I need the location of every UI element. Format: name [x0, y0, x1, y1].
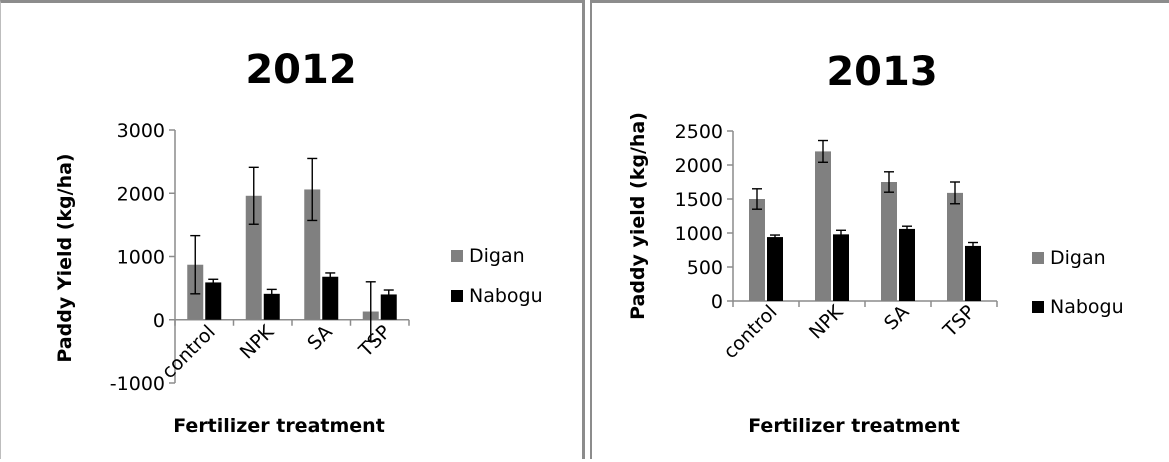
- y-tick-label: 2000: [117, 183, 165, 205]
- error-bar: [884, 171, 894, 193]
- error-bar: [266, 288, 277, 299]
- bar-digan-sa: [881, 182, 897, 301]
- error-bar: [968, 241, 978, 251]
- error-bar: [190, 234, 201, 295]
- error-bar: [208, 278, 219, 287]
- x-tick-label: control: [719, 301, 781, 363]
- y-tick-label: 2000: [675, 155, 723, 177]
- bar-nabogu-sa: [899, 228, 915, 301]
- y-tick-label: 0: [711, 291, 723, 313]
- error-bar: [902, 225, 912, 233]
- x-tick-label: TSP: [938, 301, 979, 342]
- y-tick-label: 3000: [117, 120, 165, 142]
- x-tick-label: NPK: [236, 321, 279, 364]
- bar-nabogu-sa: [322, 276, 339, 320]
- y-tick-label: -1000: [110, 373, 165, 395]
- legend-swatch-nabogu: [1032, 301, 1044, 313]
- chart-title: 2013: [826, 49, 937, 95]
- y-tick-label: 1000: [117, 247, 165, 269]
- error-bar: [752, 188, 762, 210]
- bar-digan-tsp: [947, 192, 963, 301]
- error-bar: [836, 229, 846, 240]
- bar-nabogu-control: [767, 237, 783, 301]
- legend-label-digan: Digan: [469, 245, 525, 267]
- bar-nabogu-npk: [833, 234, 849, 301]
- x-tick-label: control: [158, 321, 220, 383]
- x-tick-label: NPK: [805, 301, 848, 344]
- bar-nabogu-tsp: [965, 245, 981, 301]
- legend-swatch-nabogu: [451, 290, 463, 302]
- error-bar: [818, 139, 828, 163]
- error-bar: [365, 281, 376, 342]
- error-bar: [325, 272, 336, 282]
- legend-swatch-digan: [451, 250, 463, 262]
- y-tick-label: 1500: [675, 189, 723, 211]
- y-tick-label: 2500: [675, 121, 723, 143]
- error-bar: [383, 289, 394, 300]
- x-tick-label: SA: [880, 301, 914, 335]
- chart-title: 2012: [245, 47, 356, 93]
- bar-nabogu-control: [205, 282, 222, 320]
- chart-panel-2012: 2012 3000 2000 1000 0 -1000 control NPK SA TSP Fer…: [0, 0, 585, 459]
- x-tick-label: SA: [303, 321, 337, 355]
- bar-digan-sa: [304, 189, 321, 320]
- chart-panel-2013: 2013 2500 2000 1500 1000 500 0 control NPK SA TSP F…: [590, 0, 1169, 459]
- bar-nabogu-npk: [263, 293, 280, 320]
- error-bar: [770, 234, 780, 240]
- bar-digan-npk: [245, 195, 262, 320]
- y-tick-label: 500: [687, 257, 723, 279]
- error-bar: [950, 181, 960, 205]
- bar-digan-control: [749, 199, 765, 301]
- y-tick-label: 1000: [675, 223, 723, 245]
- y-axis-title: Paddy yield (kg/ha): [627, 112, 649, 320]
- legend-label-nabogu: Nabogu: [1050, 296, 1124, 318]
- legend-label-digan: Digan: [1050, 247, 1106, 269]
- legend-swatch-digan: [1032, 252, 1044, 264]
- x-tick-label: TSP: [354, 321, 395, 362]
- legend-label-nabogu: Nabogu: [469, 285, 543, 307]
- error-bar: [248, 166, 259, 225]
- x-axis-title: Fertilizer treatment: [173, 415, 385, 437]
- error-bar: [307, 157, 318, 222]
- y-tick-label: 0: [153, 310, 165, 332]
- y-axis-title: Paddy Yield (kg/ha): [54, 153, 76, 362]
- x-axis-title: Fertilizer treatment: [748, 415, 960, 437]
- bar-digan-npk: [815, 151, 831, 301]
- bar-nabogu-tsp: [380, 294, 397, 320]
